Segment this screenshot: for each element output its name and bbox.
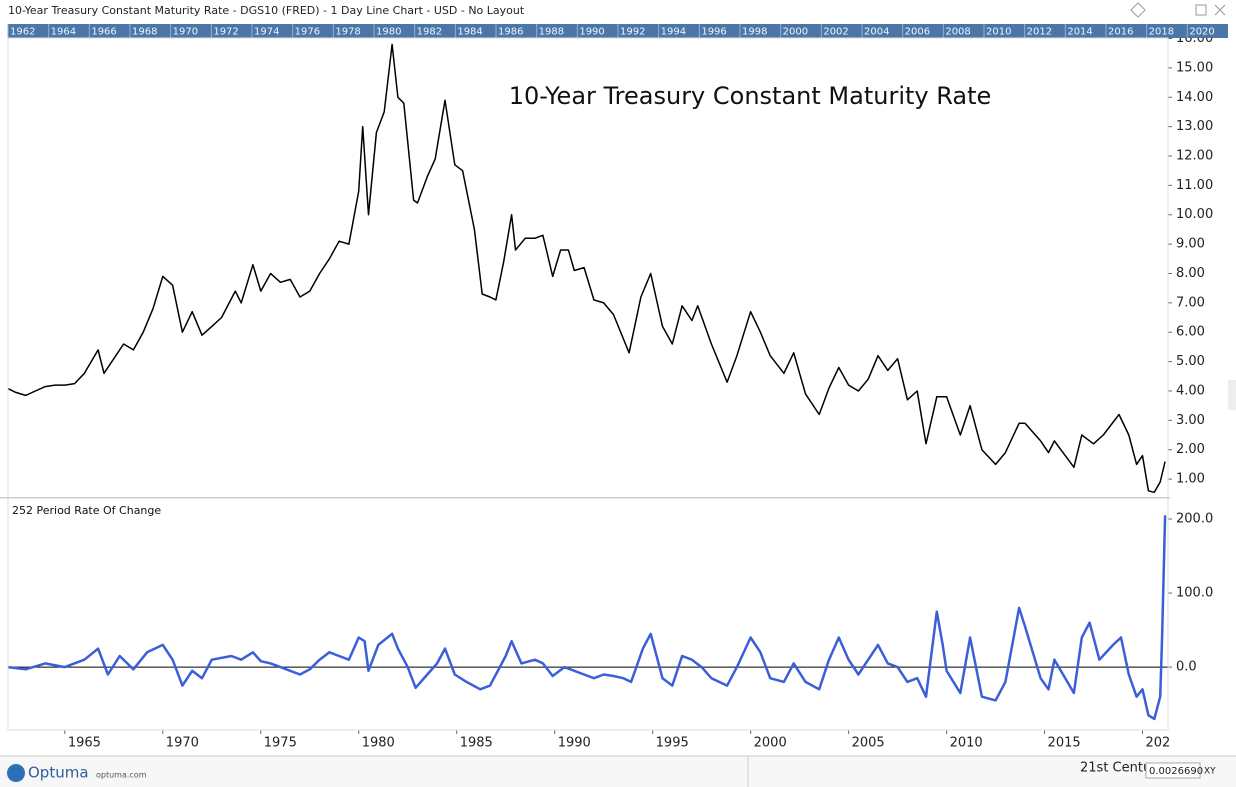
year-strip-label: 2002 [823,27,848,38]
y-tick-label: 2.00 [1176,442,1205,457]
x-tick-label: 1995 [656,736,689,751]
y-tick-label: 4.00 [1176,383,1205,398]
year-strip-label: 2004 [864,27,889,38]
year-strip-label: 2010 [986,27,1011,38]
x-tick-label: 1970 [166,736,199,751]
brand-logo [7,764,25,782]
diamond-button[interactable] [1130,2,1146,18]
x-tick-label: 1975 [264,736,297,751]
y-tick-label: 1.00 [1176,472,1205,487]
y-tick-label: 100.0 [1176,586,1213,601]
year-strip-label: 1974 [254,27,279,38]
title-bar [0,0,1236,22]
close-button[interactable] [1214,4,1226,16]
year-strip-label: 1998 [742,27,767,38]
x-tick-label: 1965 [68,736,101,751]
pane-divider [0,497,1170,499]
x-tick-label: 2015 [1048,736,1081,751]
y-tick-label: 7.00 [1176,295,1205,310]
y-tick-label: 8.00 [1176,266,1205,281]
readout-box[interactable] [1145,762,1201,779]
year-strip-label: 1976 [295,27,320,38]
year-strip-label: 1992 [620,27,645,38]
window-title: 10-Year Treasury Constant Maturity Rate … [8,4,525,17]
chart-title: 252 Period Rate Of Change [12,504,161,517]
year-strip-label: 1982 [417,27,442,38]
y-tick-label: 12.00 [1176,149,1213,164]
x-tick-label: 1990 [558,736,591,751]
y-tick-label: 15.00 [1176,60,1213,75]
x-tick-label: 2010 [950,736,983,751]
brand-name: Optuma [28,764,89,782]
year-strip-label: 1970 [173,27,198,38]
y-tick-label: 6.00 [1176,325,1205,340]
y-tick-label: 5.00 [1176,354,1205,369]
year-strip-label: 1964 [51,27,76,38]
year-strip-label: 2016 [1108,27,1133,38]
y-tick-label: 3.00 [1176,413,1205,428]
y-tick-label: 14.00 [1176,90,1213,105]
year-strip-label: 2012 [1027,27,1052,38]
y-tick-label: 11.00 [1176,178,1213,193]
restore-button[interactable] [1195,4,1207,16]
year-strip-label: 1980 [376,27,401,38]
year-strip-label: 1962 [10,27,35,38]
window-buttons[interactable] [1130,2,1226,18]
side-handle[interactable] [1228,380,1236,410]
x-tick-label: 1980 [362,736,395,751]
brand-site: optuma.com [96,771,147,780]
status-bar [0,756,1236,787]
y-tick-label: 9.00 [1176,237,1205,252]
readout-value: 0.0026690 [1149,766,1203,777]
data-line [7,43,1166,494]
x-tick-label: 202 [1146,736,1171,751]
pane-frame [7,37,1169,731]
x-tick-label: 2005 [852,736,885,751]
year-strip-label: 1996 [701,27,726,38]
x-tick-label: 2000 [754,736,787,751]
year-strip-label: 2006 [905,27,930,38]
year-strip-label: 1988 [539,27,564,38]
year-strip-label: 1972 [213,27,238,38]
year-strip-label: 1990 [579,27,604,38]
year-strip-label: 2014 [1067,27,1092,38]
year-strip-label: 1968 [132,27,157,38]
year-strip-label: 2020 [1189,27,1214,38]
year-strip-label: 1986 [498,27,523,38]
year-strip-label: 1966 [91,27,116,38]
y-tick-label: 200.0 [1176,512,1213,527]
x-tick-label: 1985 [460,736,493,751]
year-strip-label: 2018 [1149,27,1174,38]
chart-title: 10-Year Treasury Constant Maturity Rate [509,82,992,110]
y-tick-label: 13.00 [1176,119,1213,134]
year-strip-label: 1994 [661,27,686,38]
period-label: 21st Centu [1080,761,1151,776]
year-strip-label: 1978 [335,27,360,38]
mode-button[interactable]: XY [1204,767,1216,777]
year-strip-label: 2000 [783,27,808,38]
y-tick-label: 0.0 [1176,660,1197,675]
data-line [7,515,1167,721]
y-tick-label: 10.00 [1176,207,1213,222]
year-strip-label: 2008 [945,27,970,38]
year-strip-label: 1984 [457,27,482,38]
